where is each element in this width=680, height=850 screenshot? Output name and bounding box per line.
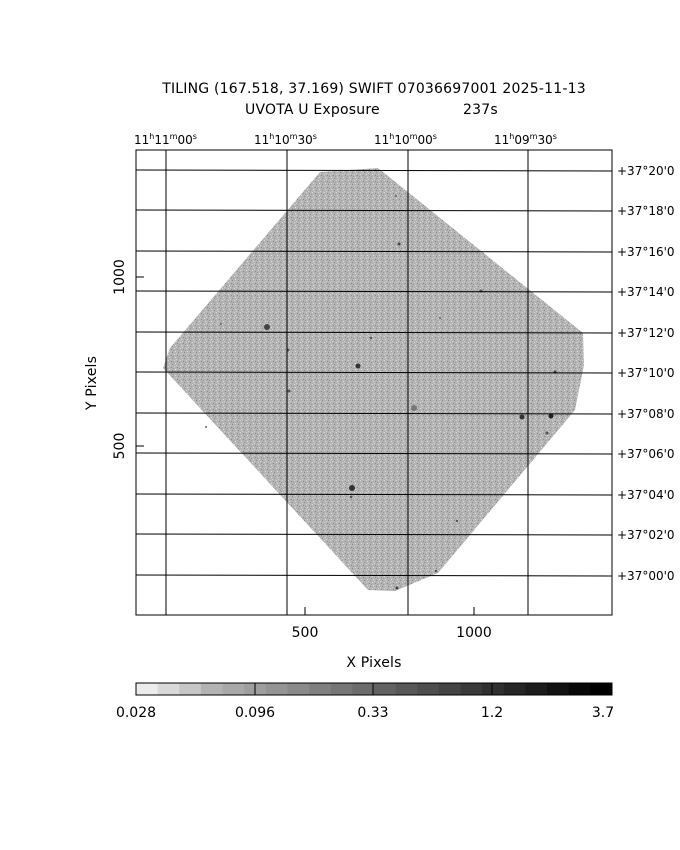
- colorbar-swatch: [568, 683, 591, 695]
- plot-frame: [135, 149, 613, 616]
- colorbar-swatch: [222, 683, 245, 695]
- source: [548, 413, 554, 419]
- colorbar-label: 0.33: [357, 705, 388, 721]
- dec-tick-label: +37°06'0: [617, 447, 675, 461]
- ra-tick-labels: 11h11m00s 11h10m30s 11h10m00s 11h09m30s: [134, 132, 557, 147]
- colorbar-label: 1.2: [481, 705, 503, 721]
- exposure-time: 237s: [463, 102, 498, 118]
- colorbar-swatch: [460, 683, 483, 695]
- source: [205, 426, 207, 428]
- source: [455, 519, 459, 523]
- source: [434, 569, 438, 573]
- source: [545, 431, 549, 435]
- dec-tick-label: +37°20'0: [617, 164, 675, 178]
- dec-tick-label: +37°10'0: [617, 366, 675, 380]
- colorbar-swatch: [395, 683, 418, 695]
- colorbar-frame: [135, 682, 613, 696]
- dec-tick-label: +37°16'0: [617, 245, 675, 259]
- colorbar: [136, 683, 613, 695]
- x-tick-label: 1000: [456, 625, 492, 641]
- colorbar-swatch: [525, 683, 548, 695]
- y-tick-label: 1000: [112, 259, 128, 295]
- ra-tick-label: 11h11m00s: [134, 132, 197, 147]
- colorbar-swatch: [157, 683, 180, 695]
- source: [220, 323, 222, 325]
- exposure-footprint: [163, 168, 584, 591]
- colorbar-swatch: [417, 683, 440, 695]
- y-tick-label: 500: [112, 433, 128, 460]
- source: [395, 195, 397, 197]
- dec-tick-label: +37°14'0: [617, 285, 675, 299]
- plot-subtitle: UVOTA U Exposure: [245, 102, 380, 118]
- x-tick-label: 500: [292, 625, 319, 641]
- colorbar-label: 3.7: [592, 705, 614, 721]
- colorbar-swatch: [179, 683, 202, 695]
- source: [349, 485, 355, 491]
- colorbar-swatch: [482, 683, 505, 695]
- source: [439, 317, 441, 319]
- dec-tick-label: +37°18'0: [617, 204, 675, 218]
- colorbar-swatch: [136, 683, 159, 695]
- colorbar-swatch: [265, 683, 288, 695]
- dec-tick-label: +37°02'0: [617, 528, 675, 542]
- colorbar-label: 0.096: [235, 705, 275, 721]
- x-axis-label: X Pixels: [346, 655, 402, 671]
- y-axis-label: Y Pixels: [84, 355, 100, 411]
- pixel-ticks: [136, 276, 475, 615]
- source: [397, 242, 401, 246]
- dec-tick-label: +37°12'0: [617, 326, 675, 340]
- ra-tick-label: 11h10m00s: [374, 132, 437, 147]
- ra-tick-label: 11h09m30s: [494, 132, 557, 147]
- colorbar-swatch: [287, 683, 310, 695]
- colorbar-labels: 0.028 0.096 0.33 1.2 3.7: [116, 705, 614, 721]
- source: [519, 414, 525, 420]
- dec-gridlines: [135, 169, 613, 577]
- plot-title: TILING (167.518, 37.169) SWIFT 070366970…: [162, 81, 586, 97]
- ra-tick-label: 11h10m30s: [254, 132, 317, 147]
- dec-tick-label: +37°04'0: [617, 488, 675, 502]
- colorbar-swatch: [590, 683, 613, 695]
- colorbar-swatch: [503, 683, 526, 695]
- source-markers: [205, 195, 557, 590]
- colorbar-swatch: [309, 683, 332, 695]
- source: [264, 324, 270, 330]
- colorbar-swatch: [547, 683, 570, 695]
- dec-tick-label: +37°00'0: [617, 569, 675, 583]
- dec-tick-label: +37°08'0: [617, 407, 675, 421]
- dec-tick-labels: +37°20'0 +37°18'0 +37°16'0 +37°14'0 +37°…: [617, 164, 675, 583]
- colorbar-swatch: [352, 683, 375, 695]
- colorbar-label: 0.028: [116, 705, 156, 721]
- colorbar-swatch: [438, 683, 462, 695]
- source: [355, 363, 361, 369]
- source: [349, 495, 353, 499]
- source: [411, 405, 417, 411]
- source: [287, 389, 291, 393]
- ra-gridlines: [165, 150, 529, 615]
- source: [395, 586, 399, 590]
- colorbar-swatch: [200, 683, 224, 695]
- colorbar-ticks: [254, 683, 493, 695]
- colorbar-swatch: [330, 683, 353, 695]
- colorbar-swatch: [374, 683, 397, 695]
- source: [369, 336, 373, 340]
